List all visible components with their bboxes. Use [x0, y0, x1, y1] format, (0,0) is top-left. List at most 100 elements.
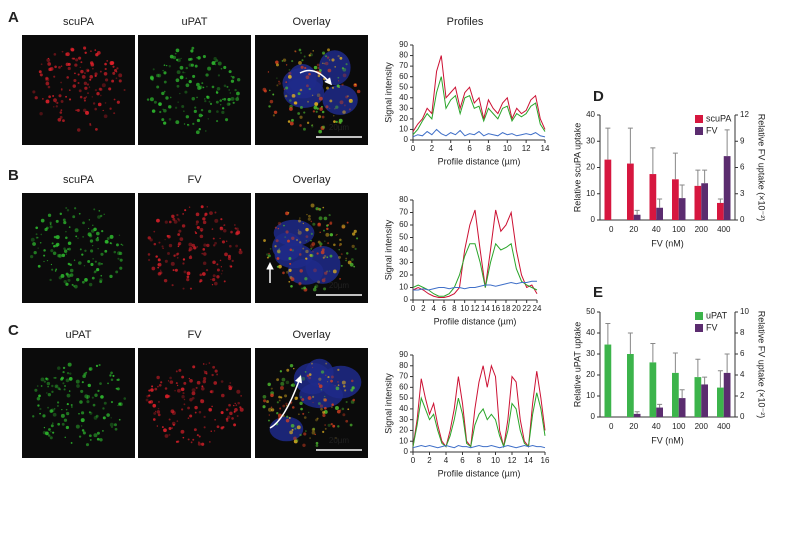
signal-dot	[66, 393, 71, 398]
signal-dot	[42, 414, 46, 418]
signal-dot	[319, 404, 323, 408]
signal-dot	[153, 242, 157, 246]
signal-dot	[91, 396, 94, 399]
signal-dot	[89, 122, 92, 125]
signal-dot	[291, 60, 294, 63]
signal-dot	[188, 246, 193, 251]
signal-dot	[65, 206, 68, 209]
signal-dot	[86, 69, 90, 72]
signal-dot	[178, 229, 182, 233]
signal-dot	[96, 268, 100, 272]
signal-dot	[328, 59, 331, 61]
signal-dot	[79, 95, 83, 99]
signal-dot	[226, 415, 231, 419]
signal-dot	[80, 389, 84, 393]
signal-dot	[106, 413, 110, 417]
signal-dot	[167, 235, 171, 239]
signal-dot	[211, 85, 215, 89]
signal-dot	[276, 257, 280, 260]
signal-dot	[330, 422, 333, 426]
signal-dot	[350, 101, 353, 103]
signal-dot	[95, 53, 99, 57]
signal-dot	[335, 120, 338, 123]
signal-dot	[204, 99, 207, 103]
image-background	[22, 193, 135, 303]
micrograph: 20µm	[255, 193, 368, 303]
signal-dot	[63, 388, 66, 391]
signal-dot	[89, 78, 92, 81]
signal-dot	[289, 262, 292, 265]
signal-dot	[326, 56, 330, 59]
signal-dot	[74, 207, 77, 210]
signal-dot	[305, 249, 309, 254]
signal-dot	[311, 430, 316, 435]
signal-dot	[331, 403, 334, 406]
signal-dot	[321, 278, 326, 283]
signal-dot	[43, 254, 46, 257]
signal-dot	[334, 385, 336, 387]
signal-dot	[200, 205, 204, 209]
signal-dot	[40, 377, 45, 382]
signal-dot	[310, 247, 313, 250]
signal-dot	[75, 424, 80, 429]
signal-dot	[319, 231, 321, 234]
profile-line	[412, 128, 546, 138]
signal-dot	[199, 227, 204, 232]
signal-dot	[97, 247, 99, 250]
signal-dot	[291, 118, 294, 122]
x-tick-label: 16	[541, 456, 550, 465]
signal-dot	[228, 89, 230, 91]
signal-dot	[65, 425, 70, 430]
x-tick-label: 8	[477, 456, 482, 465]
signal-dot	[188, 206, 191, 208]
signal-dot	[219, 99, 222, 102]
signal-dot	[324, 240, 326, 242]
signal-dot	[289, 107, 293, 111]
signal-dot	[219, 226, 222, 229]
x-tick-label: 10	[503, 144, 512, 153]
signal-dot	[98, 262, 101, 265]
signal-dot	[183, 381, 187, 385]
signal-dot	[318, 129, 322, 134]
signal-dot	[340, 264, 343, 267]
signal-dot	[207, 66, 212, 71]
signal-dot	[169, 380, 174, 384]
signal-dot	[167, 252, 170, 255]
signal-dot	[153, 100, 157, 104]
signal-dot	[99, 438, 103, 442]
signal-dot	[206, 85, 208, 88]
y-tick-label: 40	[586, 110, 595, 119]
signal-dot	[164, 387, 168, 390]
signal-dot	[90, 249, 94, 253]
signal-dot	[289, 99, 292, 102]
signal-dot	[179, 75, 184, 80]
signal-dot	[316, 252, 319, 255]
signal-dot	[325, 232, 330, 237]
image-background	[22, 348, 135, 458]
signal-dot	[182, 258, 186, 261]
signal-dot	[176, 84, 180, 88]
micrograph	[22, 35, 135, 145]
signal-dot	[276, 265, 279, 268]
signal-dot	[194, 405, 198, 410]
signal-dot	[163, 64, 166, 66]
signal-dot	[318, 68, 322, 72]
signal-dot	[154, 410, 157, 413]
x-tick-label: 6	[460, 456, 465, 465]
signal-dot	[43, 426, 46, 429]
signal-dot	[177, 101, 179, 103]
signal-dot	[108, 87, 112, 91]
signal-dot	[291, 406, 295, 409]
signal-dot	[304, 430, 307, 432]
signal-dot	[195, 130, 200, 135]
signal-dot	[35, 236, 39, 239]
error-bar	[605, 323, 611, 345]
profile-line	[412, 242, 538, 297]
signal-dot	[196, 82, 200, 87]
signal-dot	[279, 407, 282, 410]
signal-dot	[165, 394, 169, 399]
signal-dot	[167, 380, 170, 382]
signal-dot	[116, 243, 119, 247]
signal-dot	[53, 106, 55, 108]
signal-dot	[156, 218, 160, 223]
